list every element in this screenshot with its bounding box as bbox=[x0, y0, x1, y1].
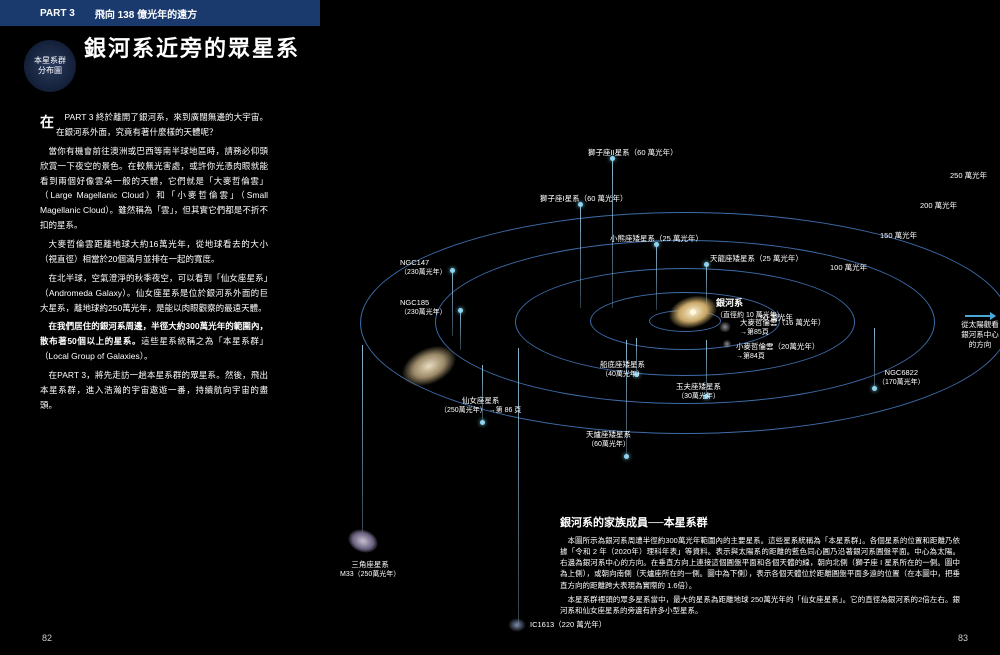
line-leo2 bbox=[612, 158, 613, 308]
dot-ngc185 bbox=[458, 308, 463, 313]
lbl-androm: 仙女座星系（250萬光年） →第 86 頁 bbox=[440, 396, 521, 415]
ic1613-icon bbox=[508, 618, 526, 632]
caption-title: 銀河系的家族成員──本星系群 bbox=[560, 515, 960, 532]
lbl-lmc: 大麥哲倫雲（16 萬光年）→第85頁 bbox=[740, 318, 825, 337]
part-label: PART 3 bbox=[40, 8, 75, 19]
caption-p2: 本星系群裡頭的眾多星系當中，最大的星系為距離地球 250萬光年的「仙女座星系」。… bbox=[560, 594, 960, 617]
lbl-leo2: 獅子座II星系（60 萬光年） bbox=[588, 148, 678, 157]
p4: 在北半球，空氣澄淨的秋季夜空，可以看到「仙女座星系」（Andromeda Gal… bbox=[40, 271, 268, 316]
page-left: 82 bbox=[42, 633, 52, 643]
badge-line1: 本星系群 bbox=[34, 56, 66, 66]
dot-androm-base bbox=[480, 420, 485, 425]
caption-p1: 本圖所示為銀河系周遭半徑約300萬光年範圍內的主要星系。這些星系統稱為「本星系群… bbox=[560, 535, 960, 591]
line-ngc6822 bbox=[874, 328, 875, 388]
p6: 在PART 3，將先走訪一趟本星系群的眾星系。然後，飛出本星系群，進入浩瀚的宇宙… bbox=[40, 368, 268, 413]
header-subtitle: 飛向 138 億光年的遠方 bbox=[95, 6, 197, 21]
lbl-smc: 小麥哲倫雲（20萬光年）→第84頁 bbox=[736, 342, 819, 361]
arrow-icon bbox=[965, 315, 995, 317]
dot-ngc147 bbox=[450, 268, 455, 273]
header-bar: PART 3 飛向 138 億光年的遠方 bbox=[0, 0, 320, 26]
dot-ngc6822 bbox=[872, 386, 877, 391]
page-right: 83 bbox=[958, 633, 968, 643]
lbl-umi: 小熊座矮星系（25 萬光年） bbox=[610, 234, 703, 243]
main-title: 銀河系近旁的眾星系 bbox=[84, 36, 300, 61]
dot-fornax bbox=[624, 454, 629, 459]
line-ngc147 bbox=[452, 270, 453, 336]
line-leo1 bbox=[580, 204, 581, 308]
line-ngc185 bbox=[460, 310, 461, 350]
caption-box: 銀河系的家族成員──本星系群 本圖所示為銀河系周遭半徑約300萬光年範圍內的主要… bbox=[560, 515, 960, 619]
p2: 當你有機會前往澳洲或巴西等南半球地區時，請務必仰頭欣賞一下夜空的景色。在較無光害… bbox=[40, 144, 268, 233]
line-umi bbox=[656, 244, 657, 310]
lbl-fornax: 天爐座矮星系（60萬光年） bbox=[586, 430, 631, 449]
p1: PART 3 終於離開了銀河系，來到廣闊無邊的大宇宙。在銀河系外面，究竟有著什麼… bbox=[56, 112, 268, 137]
smc-icon bbox=[722, 340, 732, 348]
lbl-draco: 天龍座矮星系（25 萬光年） bbox=[710, 254, 803, 263]
lead-char: 在 bbox=[40, 110, 54, 135]
ring-label-200: 200 萬光年 bbox=[920, 200, 957, 211]
lbl-ngc185: NGC185（230萬光年） bbox=[400, 298, 447, 317]
ring-label-100: 100 萬光年 bbox=[830, 262, 867, 273]
ring-label-250: 250 萬光年 bbox=[950, 170, 987, 181]
m33-icon bbox=[345, 526, 381, 557]
line-m33 bbox=[362, 345, 363, 545]
lbl-leo1: 獅子座I星系（60 萬光年） bbox=[540, 194, 628, 203]
milky-way-label: 銀河系 （直徑約 10 萬光年） bbox=[716, 296, 784, 320]
ring-label-150: 150 萬光年 bbox=[880, 230, 917, 241]
lbl-carina: 船底座矮星系（40萬光年） bbox=[600, 360, 645, 379]
lbl-ngc6822: NGC6822（170萬光年） bbox=[878, 368, 925, 387]
badge-line2: 分布圖 bbox=[38, 66, 62, 76]
line-ic1613 bbox=[518, 348, 519, 624]
lbl-m33: 三角座星系M33（250萬光年） bbox=[340, 560, 400, 579]
lmc-icon bbox=[718, 322, 732, 332]
direction-arrow: 從太陽觀看 銀河系中心的方向 bbox=[960, 315, 1000, 349]
badge-circle: 本星系群 分布圖 bbox=[24, 40, 76, 92]
dot-draco bbox=[704, 262, 709, 267]
lbl-tucana: 玉夫座矮星系（30萬光年） bbox=[676, 382, 721, 401]
body-text: 在PART 3 終於離開了銀河系，來到廣闊無邊的大宇宙。在銀河系外面，究竟有著什… bbox=[40, 110, 268, 417]
lbl-ngc147: NGC147（230萬光年） bbox=[400, 258, 447, 277]
p3: 大麥哲倫雲距離地球大約16萬光年，從地球看去的大小（視直徑）相當於20個滿月並排… bbox=[40, 237, 268, 267]
lbl-ic1613: IC1613（220 萬光年） bbox=[530, 620, 606, 629]
